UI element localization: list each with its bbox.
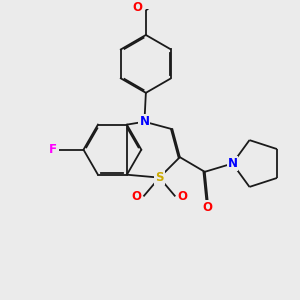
Text: N: N — [140, 115, 149, 128]
Text: O: O — [202, 201, 213, 214]
Text: N: N — [227, 157, 238, 170]
Text: O: O — [133, 1, 143, 14]
Text: F: F — [49, 143, 57, 156]
Text: S: S — [155, 171, 164, 184]
Text: O: O — [178, 190, 188, 203]
Text: O: O — [131, 190, 141, 203]
